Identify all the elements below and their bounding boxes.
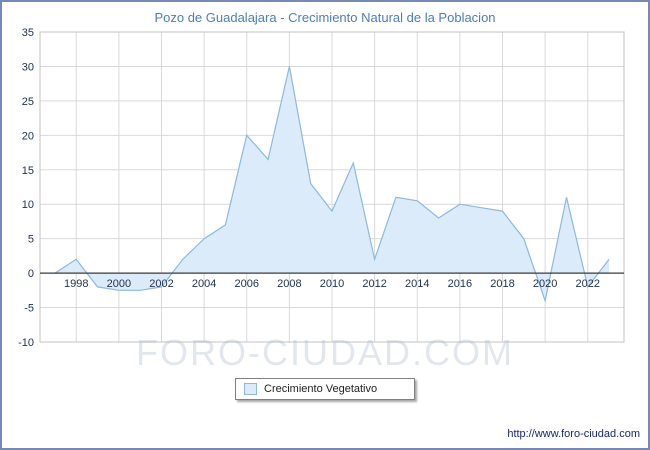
y-tick-label: 15 — [22, 165, 34, 177]
y-tick-label: 25 — [22, 96, 34, 108]
x-tick-label: 2004 — [192, 278, 216, 290]
y-tick-label: -10 — [18, 337, 34, 349]
footer-url: http://www.foro-ciudad.com — [507, 428, 640, 440]
x-tick-label: 2018 — [490, 278, 514, 290]
x-tick-label: 2014 — [405, 278, 429, 290]
area-series — [54, 66, 610, 301]
x-tick-label: 1998 — [64, 278, 88, 290]
x-tick-label: 2022 — [576, 278, 600, 290]
x-tick-label: 2002 — [149, 278, 173, 290]
x-tick-label: 2006 — [235, 278, 259, 290]
line-series — [54, 66, 610, 303]
legend: Crecimiento Vegetativo — [235, 378, 415, 400]
y-tick-label: 20 — [22, 130, 34, 142]
chart-title: Pozo de Guadalajara - Crecimiento Natura… — [154, 10, 496, 25]
y-tick-label: -5 — [24, 303, 34, 315]
plot-border — [39, 31, 625, 343]
legend-swatch-icon — [244, 383, 257, 395]
x-tick-label: 2020 — [533, 278, 557, 290]
x-tick-label: 2012 — [362, 278, 386, 290]
legend-label: Crecimiento Vegetativo — [264, 383, 378, 395]
y-tick-label: 30 — [22, 61, 34, 73]
y-tick-label: 10 — [22, 199, 34, 211]
x-tick-label: 2008 — [277, 278, 301, 290]
y-tick-label: 5 — [28, 234, 34, 246]
y-tick-label: 35 — [22, 27, 34, 39]
x-tick-label: 2000 — [107, 278, 131, 290]
x-tick-label: 2016 — [448, 278, 472, 290]
y-tick-label: 0 — [28, 268, 34, 280]
x-tick-label: 2010 — [320, 278, 344, 290]
